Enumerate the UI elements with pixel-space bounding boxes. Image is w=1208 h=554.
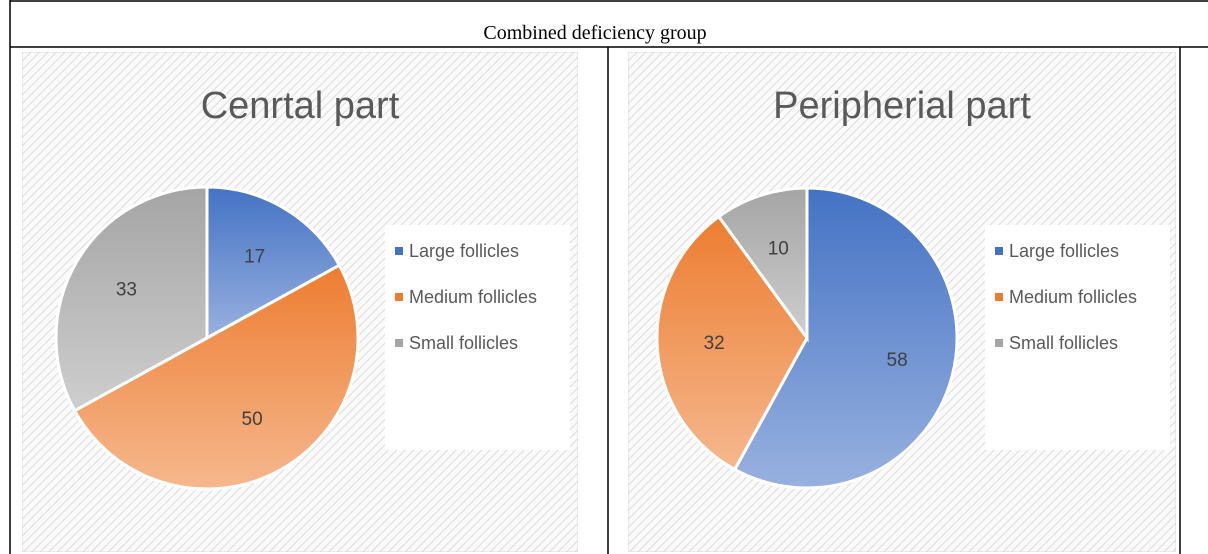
data-label: 58 xyxy=(887,350,908,371)
pie-slice xyxy=(732,186,959,490)
legend-swatch xyxy=(995,247,1003,255)
legend-item: Small follicles xyxy=(395,329,560,357)
legend-swatch xyxy=(995,293,1003,301)
legend: Large follicles Medium follicles Small fol… xyxy=(385,225,570,450)
legend-swatch xyxy=(995,339,1003,347)
legend-item: Large follicles xyxy=(995,237,1160,265)
pie-slice xyxy=(54,185,209,413)
legend: Large follicles Medium follicles Small fol… xyxy=(985,225,1170,450)
chart: Peripherial part 58 32 10 Large follicles Med… xyxy=(628,52,1176,552)
data-label: 32 xyxy=(704,333,725,354)
chart-title: Peripherial part xyxy=(773,85,1031,127)
chart-title: Cenrtal part xyxy=(201,85,400,127)
data-label: 50 xyxy=(242,409,263,430)
legend-label: Medium follicles xyxy=(1009,287,1138,307)
legend-label: Large follicles xyxy=(1009,241,1120,261)
chart: Cenrtal part 17 50 33 Large follicles Medium … xyxy=(22,52,578,552)
legend-label: Small follicles xyxy=(409,333,519,353)
legend-swatch xyxy=(395,247,403,255)
legend-swatch xyxy=(395,339,403,347)
legend-swatch xyxy=(395,293,403,301)
legend-item: Medium follicles xyxy=(395,283,560,311)
table-title: Combined deficiency group xyxy=(483,22,707,44)
chart-svg: Cenrtal part 17 50 33 xyxy=(22,52,578,552)
legend-label: Large follicles xyxy=(409,241,520,261)
legend-item: Medium follicles xyxy=(995,283,1160,311)
chart-svg: Peripherial part 58 32 10 xyxy=(628,52,1176,552)
pie-slice xyxy=(72,263,360,491)
legend-item: Large follicles xyxy=(395,237,560,265)
data-label: 10 xyxy=(768,239,789,260)
pie-slice xyxy=(716,186,809,343)
legend-label: Small follicles xyxy=(1009,333,1119,353)
legend-label: Medium follicles xyxy=(409,287,538,307)
legend-item: Small follicles xyxy=(995,329,1160,357)
pie-slice xyxy=(655,214,809,472)
pie-slice xyxy=(205,185,342,341)
data-label: 33 xyxy=(116,279,137,300)
data-label: 17 xyxy=(244,246,265,267)
